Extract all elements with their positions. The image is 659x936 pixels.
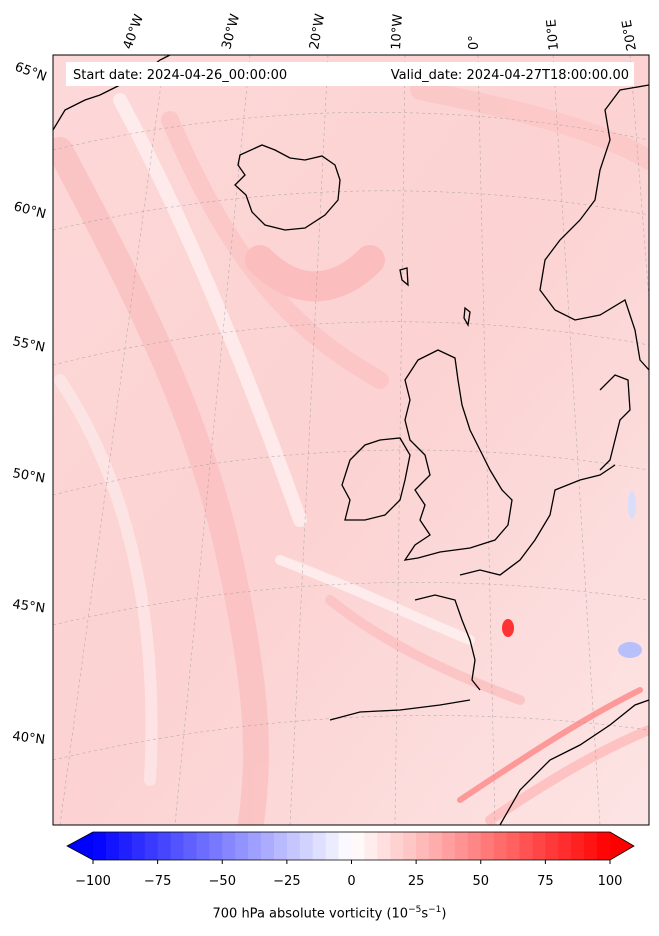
colorbar-segment	[157, 832, 172, 860]
colorbar-segment	[558, 832, 572, 860]
colorbar-segment	[416, 832, 430, 860]
colorbar-segment	[183, 832, 197, 860]
colorbar-extend-max	[610, 832, 634, 860]
longitude-labels: 40°W 30°W 20°W 10°W 0° 10°E 20°E	[121, 12, 640, 52]
colorbar-segment	[584, 832, 598, 860]
colorbar-segment	[351, 832, 365, 860]
colorbar-segment	[222, 832, 236, 860]
lat-label: 40°N	[12, 729, 46, 748]
colorbar-segment	[131, 832, 146, 860]
colorbar-segment	[390, 832, 404, 860]
lon-label: 0°	[467, 35, 482, 50]
coast-mediterranean	[499, 699, 649, 825]
colorbar-segment	[105, 832, 120, 860]
colorbar	[66, 831, 635, 861]
colorbar-segment	[403, 832, 417, 860]
start-date: Start date: 2024-04-26_00:00:00	[73, 68, 287, 83]
colorbar-segment	[196, 832, 210, 860]
colorbar-segment	[235, 832, 249, 860]
colorbar-segment	[299, 832, 314, 860]
lon-label: 10°E	[544, 19, 562, 51]
colorbar-tick-label: −25	[273, 874, 300, 889]
coast-iceland	[234, 144, 341, 231]
lat-label: 50°N	[11, 466, 46, 486]
colorbar-segment	[364, 832, 378, 860]
lat-label: 55°N	[11, 334, 46, 355]
colorbar-segment	[571, 832, 585, 860]
colorbar-label: 700 hPa absolute vorticity (10−5s−1)	[0, 905, 659, 921]
colorbar-segment	[312, 832, 327, 860]
colorbar-tick-label: −75	[144, 874, 171, 889]
lon-label: 40°W	[121, 12, 147, 51]
lon-label: 20°E	[620, 19, 640, 52]
map-frame	[52, 54, 650, 826]
colorbar-label-exponent: −5	[408, 905, 422, 915]
colorbar-segment	[325, 832, 340, 860]
colorbar-segment	[597, 832, 611, 860]
coast-ireland	[341, 437, 411, 521]
colorbar-tick-label: 0	[347, 874, 355, 889]
colorbar-segment	[519, 832, 533, 860]
lat-label: 60°N	[12, 199, 48, 222]
colorbar-segment	[248, 832, 262, 860]
coast-denmark	[599, 374, 631, 471]
colorbar-segment	[273, 832, 288, 860]
coast-faroe	[399, 267, 409, 287]
vorticity-minimum	[618, 642, 642, 658]
colorbar-segment	[338, 832, 352, 860]
colorbar-segment	[170, 832, 184, 860]
colorbar-segment	[493, 832, 508, 860]
colorbar-tick-label: 25	[408, 874, 425, 889]
colorbar-extend-min	[67, 832, 93, 860]
colorbar-segment	[467, 832, 482, 860]
coast-iberia	[329, 699, 471, 721]
map-field	[53, 55, 649, 825]
valid-date: Valid_date: 2024-04-27T18:00:00.00	[391, 68, 629, 83]
colorbar-segment	[93, 832, 107, 860]
colorbar-segment	[144, 832, 159, 860]
colorbar-label-unit: s	[421, 906, 429, 922]
lat-label: 45°N	[11, 597, 46, 616]
colorbar-segment	[532, 832, 546, 860]
colorbar-segment	[377, 832, 391, 860]
lon-label: 20°W	[307, 13, 328, 51]
colorbar-segment	[429, 832, 443, 860]
graticule	[53, 55, 649, 825]
colorbar-segment	[118, 832, 133, 860]
colorbar-tick-label: −50	[209, 874, 236, 889]
colorbar-label-text: )	[441, 906, 447, 922]
vorticity-maximum	[502, 619, 514, 637]
coast-france	[414, 594, 481, 691]
colorbar-label-text: 700 hPa absolute vorticity (10	[212, 906, 409, 922]
colorbar-segment	[286, 832, 301, 860]
colorbar-label-exponent: −1	[428, 905, 442, 915]
colorbar-ticks: −100 −75 −50 −25 0 25 50 75 100	[75, 860, 622, 889]
coast-shetland	[463, 306, 471, 327]
lat-label: 65°N	[13, 60, 49, 85]
colorbar-tick-label: 50	[472, 874, 489, 889]
colorbar-segment	[545, 832, 559, 860]
colorbar-segment	[480, 832, 495, 860]
lon-label: 30°W	[219, 12, 243, 51]
coast-norway	[539, 84, 649, 371]
colorbar-tick-label: −100	[75, 874, 111, 889]
latitude-labels: 65°N 60°N 55°N 50°N 45°N 40°N	[11, 60, 48, 748]
colorbar-tick-label: 75	[537, 874, 554, 889]
colorbar-segment	[261, 832, 275, 860]
colorbar-segment	[454, 832, 469, 860]
coast-channel	[459, 464, 616, 576]
lon-label: 10°W	[389, 13, 406, 50]
colorbar-segment	[209, 832, 223, 860]
colorbar-tick-label: 100	[598, 874, 623, 889]
header-box	[66, 62, 634, 86]
colorbar-segment	[506, 832, 521, 860]
coast-great-britain	[403, 349, 513, 561]
colorbar-segment	[441, 832, 456, 860]
